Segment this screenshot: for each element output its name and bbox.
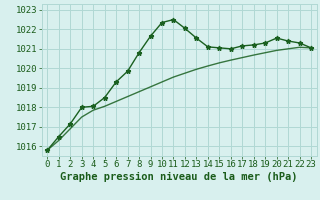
X-axis label: Graphe pression niveau de la mer (hPa): Graphe pression niveau de la mer (hPa)	[60, 172, 298, 182]
